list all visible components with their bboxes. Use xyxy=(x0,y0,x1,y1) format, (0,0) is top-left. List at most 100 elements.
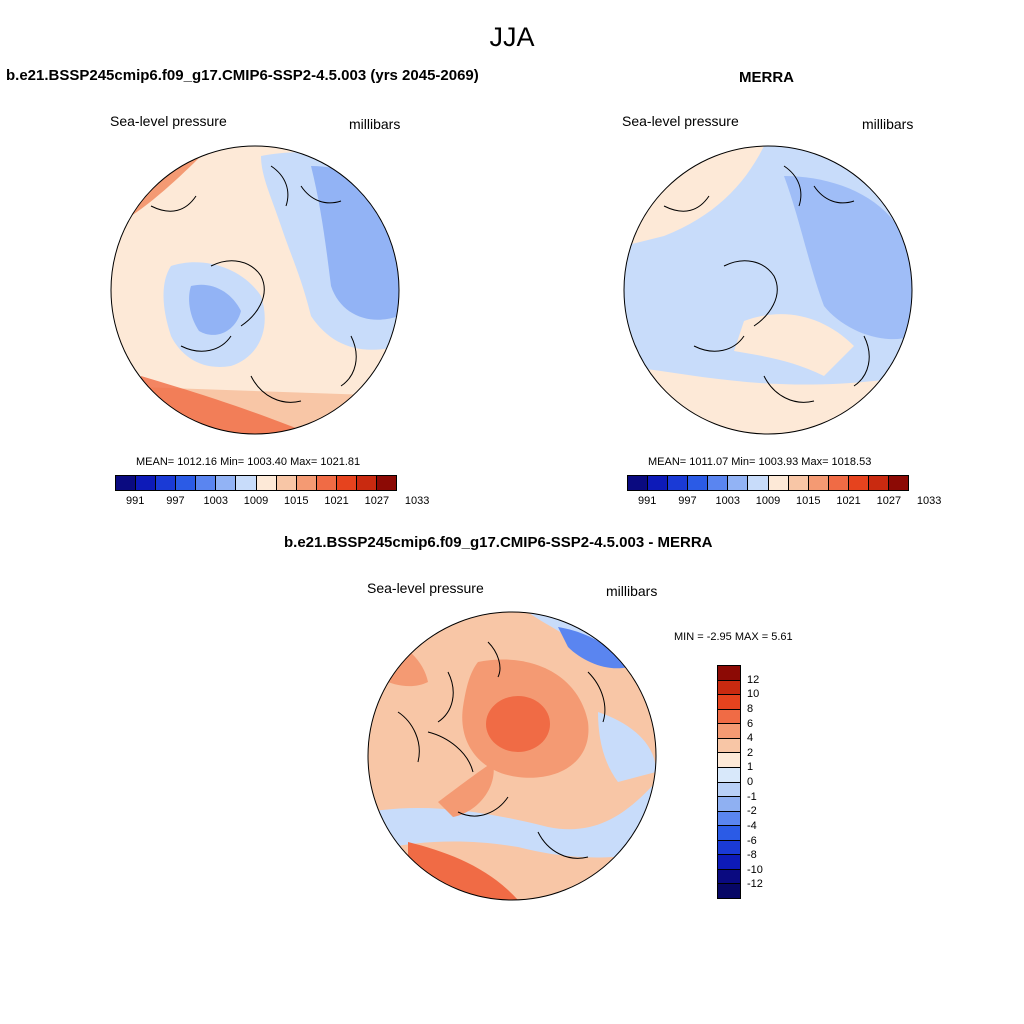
model-colorbar-swatch xyxy=(316,476,337,490)
diff-low-east xyxy=(598,712,656,782)
diff-high-core xyxy=(486,696,550,752)
obs-variable-label: Sea-level pressure xyxy=(622,113,739,129)
diff-colorbar-tick-label: -4 xyxy=(747,819,757,832)
model-colorbar-tick-label: 1027 xyxy=(364,495,390,507)
diff-colorbar-tick-label: 8 xyxy=(747,702,754,715)
obs-colorbar-swatch xyxy=(828,476,849,490)
diff-colorbar-swatch xyxy=(718,680,740,696)
diff-stats: MIN = -2.95 MAX = 5.61 xyxy=(674,631,793,643)
model-colorbar-swatch xyxy=(116,476,137,490)
diff-colorbar-tick-label: -8 xyxy=(747,849,757,862)
diff-colorbar-tick-label: 1 xyxy=(747,761,754,774)
obs-colorbar-tick-label: 1015 xyxy=(796,495,821,507)
diff-colorbar-tick-label: -2 xyxy=(747,805,757,818)
model-colorbar-tick-label: 1033 xyxy=(404,495,430,507)
model-low-center xyxy=(189,284,241,335)
diff-colorbar-swatch xyxy=(718,826,740,841)
diff-colorbar-swatch xyxy=(718,709,740,725)
main-title: JJA xyxy=(489,22,535,52)
model-colorbar-tick-label: 1021 xyxy=(324,495,349,507)
diff-colorbar-swatch xyxy=(718,855,740,870)
obs-colorbar-swatch xyxy=(668,476,689,490)
diff-colorbar-swatch xyxy=(718,666,740,681)
model-colorbar-swatch xyxy=(377,476,397,490)
obs-colorbar-tick-label: 1009 xyxy=(755,495,781,507)
obs-map-border xyxy=(623,145,913,435)
model-panel-title: b.e21.BSSP245cmip6.f09_g17.CMIP6-SSP2-4.… xyxy=(6,67,479,84)
model-coastlines xyxy=(150,165,357,403)
obs-colorbar-swatch xyxy=(889,476,909,490)
model-units-label: millibars xyxy=(349,116,401,132)
model-colorbar-tick-label: 997 xyxy=(166,495,185,507)
model-colorbar-swatch xyxy=(336,476,357,490)
diff-colorbar-swatch xyxy=(718,782,740,798)
model-colorbar-tick-label: 1015 xyxy=(284,495,309,507)
diff-colorbar-tick-label: 0 xyxy=(747,776,754,788)
diff-colorbar-swatch xyxy=(718,811,740,827)
diff-colorbar-ticks: 12 10 8 6 4 2 1 0 -1 -2 -4 -6 -8 -10 -12 xyxy=(747,665,787,899)
model-colorbar-swatch xyxy=(216,476,237,490)
obs-colorbar-tick-label: 991 xyxy=(637,495,657,507)
diff-colorbar-tick-label: 4 xyxy=(747,732,754,745)
model-colorbar-ticks: 991 997 1003 1009 1015 1021 1027 1033 xyxy=(115,491,429,507)
diff-high-greenland xyxy=(438,762,494,817)
model-colorbar-tick-label: 1003 xyxy=(203,495,228,507)
obs-colorbar-swatch xyxy=(748,476,769,490)
obs-colorbar-swatch xyxy=(848,476,869,490)
diff-colorbar-swatch xyxy=(718,724,740,739)
obs-panel-title: MERRA xyxy=(739,69,794,86)
obs-stats: MEAN= 1011.07 Min= 1003.93 Max= 1018.53 xyxy=(648,456,872,468)
model-colorbar-swatch xyxy=(236,476,257,490)
obs-colorbar-swatches xyxy=(627,475,909,491)
obs-low-region xyxy=(784,176,912,340)
obs-colorbar-swatch xyxy=(868,476,890,490)
diff-colorbar-tick-label: 2 xyxy=(747,746,754,759)
model-colorbar-swatch xyxy=(296,476,317,490)
diff-colorbar-swatch xyxy=(718,767,740,783)
model-colorbar-swatch xyxy=(196,476,217,490)
obs-colorbar-swatch xyxy=(648,476,669,490)
diff-colorbar-swatch xyxy=(718,869,740,885)
obs-colorbar: 991 997 1003 1009 1015 1021 1027 1033 xyxy=(627,475,941,507)
obs-colorbar-ticks: 991 997 1003 1009 1015 1021 1027 1033 xyxy=(627,491,941,507)
model-colorbar-swatch xyxy=(176,476,197,490)
obs-colorbar-tick-label: 1027 xyxy=(876,495,902,507)
obs-colorbar-swatch xyxy=(808,476,829,490)
obs-colorbar-swatch xyxy=(728,476,749,490)
diff-colorbar-swatch xyxy=(718,753,740,768)
model-map-border xyxy=(110,145,400,435)
obs-colorbar-tick-label: 1003 xyxy=(715,495,740,507)
diff-colorbar-swatch xyxy=(718,797,740,812)
model-colorbar-tick-label: 1009 xyxy=(243,495,269,507)
obs-colorbar-swatch xyxy=(788,476,809,490)
model-colorbar-swatch xyxy=(136,476,157,490)
model-colorbar-swatch xyxy=(276,476,297,490)
model-colorbar-swatch xyxy=(256,476,277,490)
obs-colorbar-swatch xyxy=(688,476,709,490)
diff-colorbar-tick-label: -1 xyxy=(747,790,757,803)
model-colorbar-swatch xyxy=(356,476,378,490)
obs-colorbar-tick-label: 1021 xyxy=(836,495,861,507)
model-variable-label: Sea-level pressure xyxy=(110,113,227,129)
diff-map xyxy=(367,611,657,901)
diff-panel-title: b.e21.BSSP245cmip6.f09_g17.CMIP6-SSP2-4.… xyxy=(284,534,713,551)
diff-low-band xyxy=(368,782,656,858)
diff-colorbar-swatch xyxy=(718,738,740,754)
diff-colorbar-tick-label: 10 xyxy=(747,688,760,701)
model-stats: MEAN= 1012.16 Min= 1003.40 Max= 1021.81 xyxy=(136,456,361,468)
diff-colorbar-swatch xyxy=(718,884,740,898)
obs-high-center xyxy=(734,314,854,376)
diff-colorbar: 12 10 8 6 4 2 1 0 -1 -2 -4 -6 -8 -10 -12 xyxy=(717,665,763,899)
obs-map xyxy=(623,145,913,435)
obs-coastlines xyxy=(663,165,870,403)
diff-colorbar-tick-label: -10 xyxy=(747,863,763,876)
obs-colorbar-tick-label: 1033 xyxy=(916,495,942,507)
model-colorbar-swatch xyxy=(156,476,177,490)
obs-colorbar-tick-label: 997 xyxy=(678,495,697,507)
model-colorbar-swatches xyxy=(115,475,397,491)
model-colorbar-tick-label: 991 xyxy=(125,495,145,507)
diff-colorbar-swatch xyxy=(718,695,740,710)
obs-units-label: millibars xyxy=(862,116,914,132)
diff-colorbar-tick-label: 6 xyxy=(747,717,754,730)
diff-colorbar-swatch xyxy=(718,840,740,856)
